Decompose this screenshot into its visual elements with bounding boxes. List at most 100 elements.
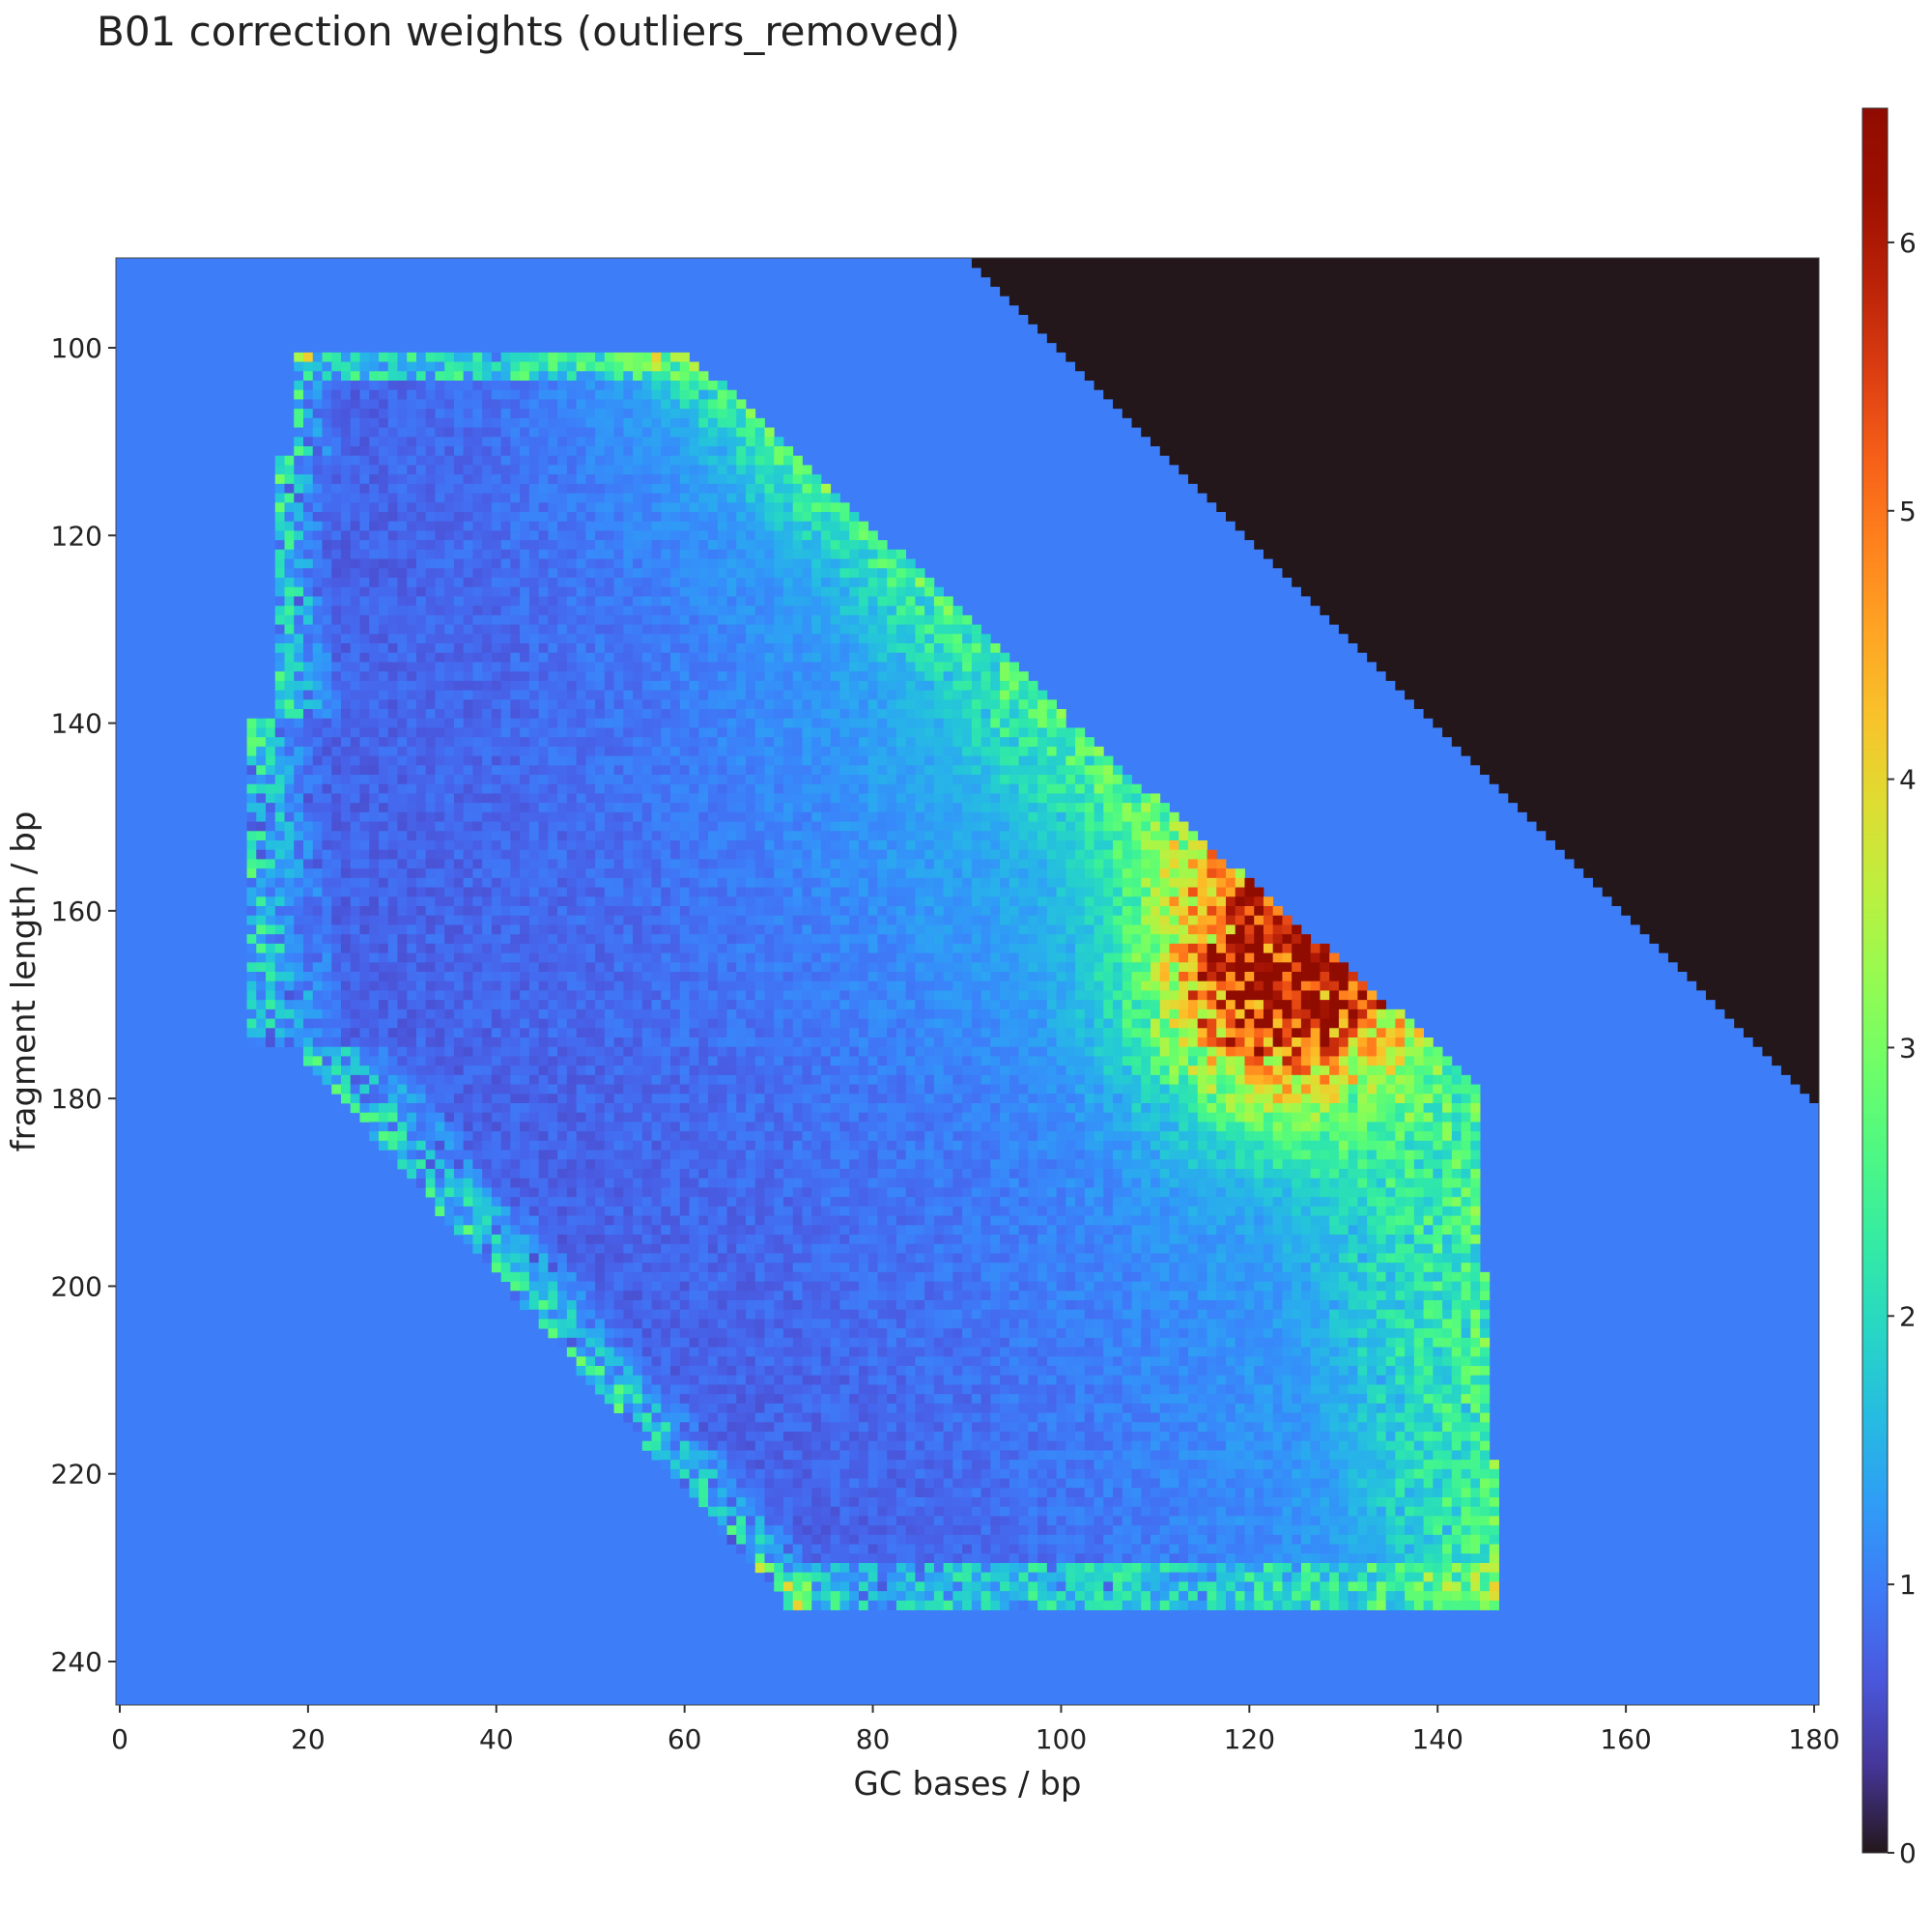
heatmap-cell <box>679 586 690 597</box>
heatmap-cell <box>331 361 342 372</box>
heatmap-cell <box>510 483 521 494</box>
heatmap-cell <box>708 868 719 879</box>
heatmap-cell <box>1046 746 1057 756</box>
heatmap-cell <box>425 558 436 569</box>
heatmap-cell <box>435 727 445 738</box>
heatmap-cell <box>425 709 436 720</box>
heatmap-cell <box>980 906 991 917</box>
heatmap-cell <box>990 709 1001 720</box>
heatmap-cell <box>613 606 624 616</box>
heatmap-cell <box>557 606 568 616</box>
heatmap-cell <box>1169 831 1179 841</box>
heatmap-cell <box>500 727 511 738</box>
heatmap-cell <box>387 765 398 776</box>
heatmap-cell <box>548 624 558 635</box>
heatmap-cell <box>792 727 803 738</box>
heatmap-cell <box>651 606 662 616</box>
heatmap-cell <box>708 765 719 776</box>
heatmap-cell <box>397 737 408 748</box>
heatmap-cell <box>453 859 465 869</box>
heatmap-cell <box>397 690 408 700</box>
heatmap-cell <box>849 868 860 879</box>
heatmap-cell <box>915 859 925 869</box>
heatmap-cell <box>538 690 549 700</box>
heatmap-cell <box>1169 849 1179 860</box>
heatmap-cell <box>1075 924 1086 935</box>
heatmap-cell <box>435 540 445 551</box>
heatmap-cell <box>284 680 295 691</box>
heatmap-cell <box>933 821 945 832</box>
heatmap-cell <box>1207 887 1217 897</box>
heatmap-cell <box>369 427 380 438</box>
heatmap-cell <box>736 718 747 728</box>
heatmap-cell <box>510 606 521 616</box>
heatmap-cell <box>782 568 794 579</box>
heatmap-cell <box>670 634 681 644</box>
heatmap-cell <box>952 924 963 935</box>
heatmap-cell <box>782 737 794 748</box>
heatmap-cell <box>407 455 417 466</box>
heatmap-cell <box>633 709 643 720</box>
heatmap-cell <box>595 606 606 616</box>
heatmap-cell <box>905 690 916 700</box>
heatmap-cell <box>1131 915 1142 925</box>
heatmap-cell <box>858 586 869 597</box>
heatmap-cell <box>500 596 511 607</box>
heatmap-cell <box>312 474 323 485</box>
heatmap-cell <box>415 652 427 663</box>
heatmap-cell <box>980 680 991 691</box>
heatmap-cell <box>623 775 634 785</box>
heatmap-cell <box>595 558 606 569</box>
heatmap-cell <box>548 877 558 888</box>
heatmap-cell <box>435 775 445 785</box>
heatmap-cell <box>661 680 671 691</box>
heatmap-cell <box>548 783 558 794</box>
heatmap-cell <box>453 437 465 447</box>
heatmap-cell <box>520 643 530 654</box>
heatmap-cell <box>1084 896 1094 907</box>
heatmap-cell <box>895 849 907 860</box>
heatmap-cell <box>463 549 473 559</box>
heatmap-cell <box>952 746 963 756</box>
heatmap-cell <box>933 896 945 907</box>
heatmap-cell <box>623 558 634 569</box>
heatmap-cell <box>651 578 662 588</box>
heatmap-cell <box>266 859 276 869</box>
heatmap-cell <box>811 915 822 925</box>
heatmap-cell <box>726 887 737 897</box>
heatmap-cell <box>736 765 747 776</box>
heatmap-cell <box>444 811 455 822</box>
heatmap-cell <box>754 746 765 756</box>
heatmap-cell <box>802 887 812 897</box>
heatmap-cell <box>1075 877 1086 888</box>
heatmap-cell <box>397 446 408 457</box>
heatmap-cell <box>482 775 493 785</box>
heatmap-cell <box>500 540 511 551</box>
heatmap-cell <box>520 624 530 635</box>
heatmap-cell <box>887 718 897 728</box>
heatmap-cell <box>491 671 502 682</box>
heatmap-cell <box>1084 877 1094 888</box>
heatmap-cell <box>604 521 614 531</box>
heatmap-cell <box>764 821 775 832</box>
heatmap-cell <box>867 699 878 710</box>
heatmap-cell <box>754 896 765 907</box>
heatmap-cell <box>962 887 973 897</box>
heatmap-cell <box>670 409 681 419</box>
heatmap-cell <box>641 502 652 513</box>
heatmap-cell <box>294 906 304 917</box>
heatmap-cell <box>1179 868 1189 879</box>
heatmap-cell <box>820 943 832 953</box>
heatmap-cell <box>435 859 445 869</box>
heatmap-cell <box>1235 877 1245 888</box>
heatmap-cell <box>528 652 540 663</box>
heatmap-cell <box>802 680 812 691</box>
heatmap-cell <box>792 624 803 635</box>
heatmap-cell <box>792 811 803 822</box>
heatmap-cell <box>520 803 530 813</box>
heatmap-cell <box>500 493 511 503</box>
heatmap-cell <box>651 568 662 579</box>
heatmap-cell <box>689 662 699 672</box>
heatmap-cell <box>1141 896 1151 907</box>
heatmap-cell <box>943 624 953 635</box>
